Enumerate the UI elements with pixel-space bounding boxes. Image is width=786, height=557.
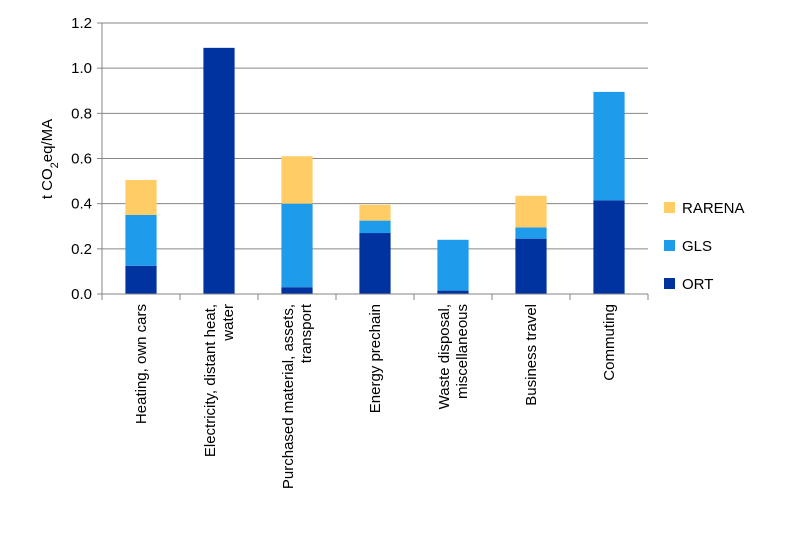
- bar-segment-gls: [593, 91, 625, 201]
- bar-segment-ort: [281, 287, 313, 294]
- y-tick-label: 0.6: [71, 151, 92, 168]
- bar-segment-ort: [359, 233, 391, 294]
- x-category-label-line: Purchased material, assets,: [280, 304, 297, 489]
- bar-segment-rarena: [515, 195, 547, 228]
- bar-segment-gls: [281, 203, 313, 288]
- x-category-label-line: Commuting: [601, 304, 618, 381]
- legend-label-ort: ORT: [682, 276, 713, 293]
- gridlines: [102, 22, 648, 250]
- y-tick-labels: 0.0 0.2 0.4 0.6 0.8 1.0 1.2: [71, 15, 92, 303]
- bar-segment-gls: [437, 239, 469, 291]
- x-category-label: Electricity, distant heat,water: [202, 304, 237, 457]
- y-tick-label: 1.0: [71, 60, 92, 77]
- y-tick-label: 0.2: [71, 241, 92, 258]
- legend-swatch-rarena: [664, 202, 675, 213]
- x-category-labels: Heating, own cars Electricity, distant he…: [133, 303, 618, 489]
- y-tick-label: 0.0: [71, 286, 92, 303]
- bar-segment-rarena: [125, 179, 157, 215]
- x-category-label-line: Heating, own cars: [133, 304, 150, 424]
- bar-segment-gls: [515, 227, 547, 239]
- bar-segment-rarena: [359, 204, 391, 221]
- y-axis-title-part: t CO: [39, 168, 56, 199]
- bar-segment-rarena: [281, 156, 313, 204]
- bar-segment-ort: [125, 265, 157, 294]
- legend-swatch-gls: [664, 240, 675, 251]
- x-category-label: Commuting: [601, 304, 618, 381]
- y-tick-label: 0.8: [71, 105, 92, 122]
- x-category-label-line: miscellaneous: [454, 304, 471, 399]
- x-category-label-line: Waste disposal,: [436, 304, 453, 409]
- bar-stacks: [125, 47, 625, 294]
- y-axis-title-subscript: 2: [49, 162, 61, 168]
- x-category-label-line: transport: [298, 303, 315, 363]
- bar-segment-gls: [125, 214, 157, 266]
- y-axis-title-part: eq/MA: [39, 119, 56, 162]
- x-category-label-line: water: [220, 304, 237, 342]
- y-axis-title: t CO2eq/MA: [39, 119, 61, 199]
- legend: RARENA GLS ORT: [664, 200, 745, 293]
- x-category-label: Waste disposal,miscellaneous: [436, 304, 471, 409]
- bar-segment-ort: [515, 238, 547, 294]
- x-category-label: Business travel: [523, 304, 540, 406]
- x-category-label-line: Energy prechain: [367, 304, 384, 413]
- x-category-label-line: Business travel: [523, 304, 540, 406]
- bar-segment-gls: [359, 220, 391, 234]
- legend-swatch-ort: [664, 278, 675, 289]
- axes: [97, 22, 649, 300]
- x-category-label: Energy prechain: [367, 304, 384, 413]
- y-tick-label: 1.2: [71, 15, 92, 32]
- y-tick-label: 0.4: [71, 196, 92, 213]
- x-category-label: Purchased material, assets,transport: [280, 303, 315, 489]
- legend-label-gls: GLS: [682, 238, 712, 255]
- bar-segment-ort: [203, 47, 235, 294]
- bar-segment-ort: [593, 200, 625, 294]
- x-category-label-line: Electricity, distant heat,: [202, 304, 219, 457]
- x-category-label: Heating, own cars: [133, 304, 150, 424]
- legend-label-rarena: RARENA: [682, 200, 745, 217]
- bar-segment-ort: [437, 290, 469, 294]
